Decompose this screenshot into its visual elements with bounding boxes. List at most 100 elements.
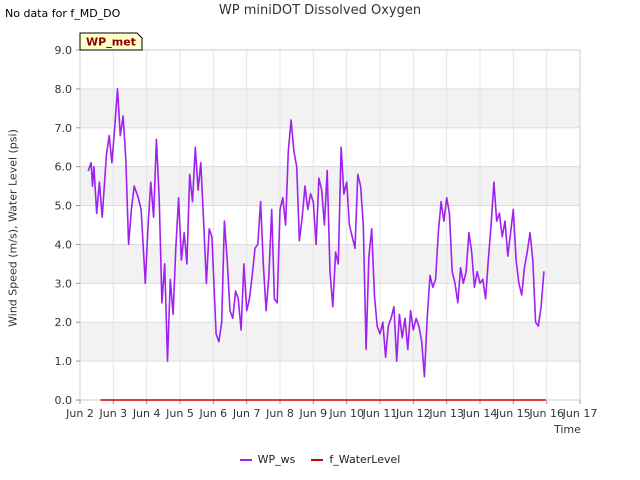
data-point	[235, 290, 237, 292]
grid-band	[80, 166, 580, 206]
data-point	[304, 185, 306, 187]
data-point	[260, 201, 262, 203]
data-point	[429, 275, 431, 277]
data-point	[301, 216, 303, 218]
y-tick-label: 0.0	[55, 394, 73, 407]
data-point	[340, 146, 342, 148]
data-point	[172, 313, 174, 315]
x-tick-label: Jun 15	[495, 407, 531, 420]
data-point	[91, 185, 94, 187]
data-point	[178, 197, 180, 199]
data-point	[357, 173, 359, 175]
y-tick-label: 8.0	[55, 83, 73, 96]
x-tick-label: Jun 4	[132, 407, 161, 420]
data-point	[465, 271, 467, 273]
data-point	[237, 298, 239, 300]
legend-label-wp-ws: WP_ws	[257, 453, 296, 466]
data-point	[482, 278, 484, 280]
data-point	[471, 251, 473, 253]
data-point	[310, 193, 312, 195]
data-point	[512, 208, 514, 210]
data-point	[240, 329, 242, 331]
y-tick-label: 5.0	[55, 200, 73, 213]
data-point	[186, 263, 188, 265]
data-point	[119, 135, 121, 137]
data-point	[161, 302, 163, 304]
data-point	[298, 240, 300, 242]
y-tick-label: 4.0	[55, 238, 73, 251]
data-point	[279, 208, 281, 210]
y-tick-label: 7.0	[55, 122, 73, 135]
x-tick-label: Jun 14	[462, 407, 498, 420]
annotation-label: WP_met	[86, 36, 136, 49]
x-tick-label: Jun 3	[98, 407, 127, 420]
data-point	[226, 259, 228, 261]
data-point	[150, 181, 152, 183]
data-point	[125, 158, 127, 160]
data-point	[521, 294, 523, 296]
data-point	[468, 232, 470, 234]
y-tick-label: 9.0	[55, 44, 73, 57]
data-point	[248, 298, 250, 300]
data-point	[435, 278, 437, 280]
data-point	[137, 197, 139, 199]
data-point	[197, 189, 199, 191]
data-point	[268, 275, 270, 277]
data-point	[490, 224, 492, 226]
grid-band	[80, 88, 580, 128]
data-point	[473, 286, 475, 288]
data-point	[510, 232, 512, 234]
data-point	[493, 181, 495, 183]
data-point	[501, 236, 503, 238]
data-point	[296, 166, 298, 168]
data-point	[116, 88, 119, 90]
data-point	[128, 243, 130, 245]
data-point	[265, 310, 267, 312]
data-point	[262, 263, 264, 265]
data-point	[101, 216, 103, 218]
x-tick-label: Jun 10	[328, 407, 364, 420]
data-point	[315, 243, 317, 245]
data-point	[208, 228, 210, 230]
data-point	[440, 201, 442, 203]
data-point	[105, 154, 107, 156]
x-tick-label: Jun 7	[232, 407, 261, 420]
y-tick-label: 3.0	[55, 277, 73, 290]
data-point	[537, 325, 539, 327]
data-point	[454, 282, 456, 284]
data-point	[423, 376, 425, 378]
data-point	[251, 275, 253, 277]
data-point	[218, 341, 220, 343]
x-tick-label: Jun 17	[562, 407, 598, 420]
grid-band	[80, 127, 580, 167]
x-tick-label: Jun 16	[528, 407, 564, 420]
data-point	[282, 197, 284, 199]
data-point	[287, 150, 289, 152]
data-point	[93, 166, 95, 168]
data-point	[323, 224, 325, 226]
data-point	[446, 197, 448, 199]
data-point	[326, 170, 328, 172]
data-point	[111, 162, 113, 164]
data-point	[393, 306, 395, 308]
data-point	[460, 267, 462, 269]
data-point	[114, 127, 116, 129]
data-point	[133, 185, 135, 187]
data-point	[498, 212, 500, 214]
data-point	[543, 271, 545, 273]
data-point	[332, 306, 334, 308]
data-point	[515, 259, 517, 261]
x-tick-label: Jun 11	[362, 407, 398, 420]
data-point	[329, 271, 331, 273]
data-point	[415, 317, 417, 319]
data-point	[175, 247, 177, 249]
data-point	[180, 259, 182, 261]
data-point	[243, 263, 245, 265]
legend-item-wp-ws[interactable]: WP_ws	[239, 453, 296, 466]
data-point	[273, 298, 275, 300]
data-point	[90, 162, 92, 164]
data-point	[147, 224, 149, 226]
data-point	[200, 162, 202, 164]
legend-item-f-waterlevel[interactable]: f_WaterLevel	[311, 453, 400, 466]
x-tick-label: Jun 9	[298, 407, 327, 420]
